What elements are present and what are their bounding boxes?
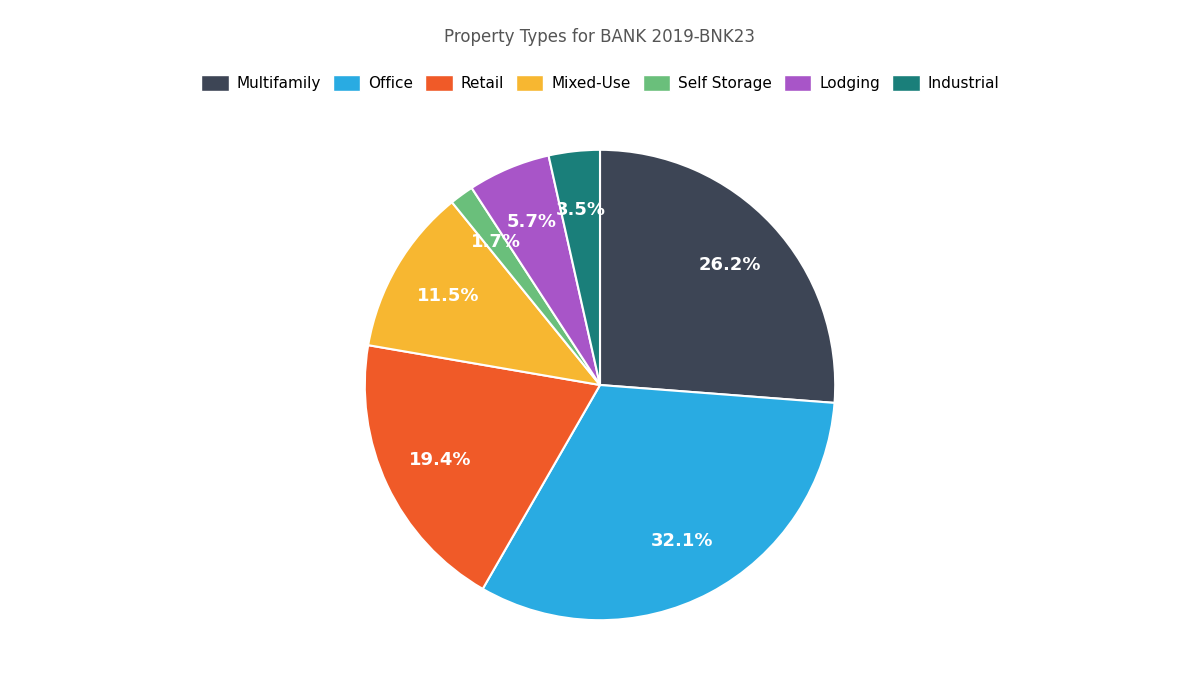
Wedge shape [482,385,834,620]
Text: 3.5%: 3.5% [556,201,606,218]
Wedge shape [600,150,835,403]
Wedge shape [452,188,600,385]
Text: Property Types for BANK 2019-BNK23: Property Types for BANK 2019-BNK23 [444,28,756,46]
Text: 32.1%: 32.1% [652,532,714,550]
Wedge shape [548,150,600,385]
Text: 26.2%: 26.2% [698,256,761,274]
Wedge shape [365,345,600,589]
Text: 5.7%: 5.7% [506,214,557,232]
Legend: Multifamily, Office, Retail, Mixed-Use, Self Storage, Lodging, Industrial: Multifamily, Office, Retail, Mixed-Use, … [197,71,1003,96]
Wedge shape [368,202,600,385]
Wedge shape [472,155,600,385]
Text: 1.7%: 1.7% [472,233,521,251]
Text: 11.5%: 11.5% [416,287,479,304]
Text: 19.4%: 19.4% [409,451,472,469]
